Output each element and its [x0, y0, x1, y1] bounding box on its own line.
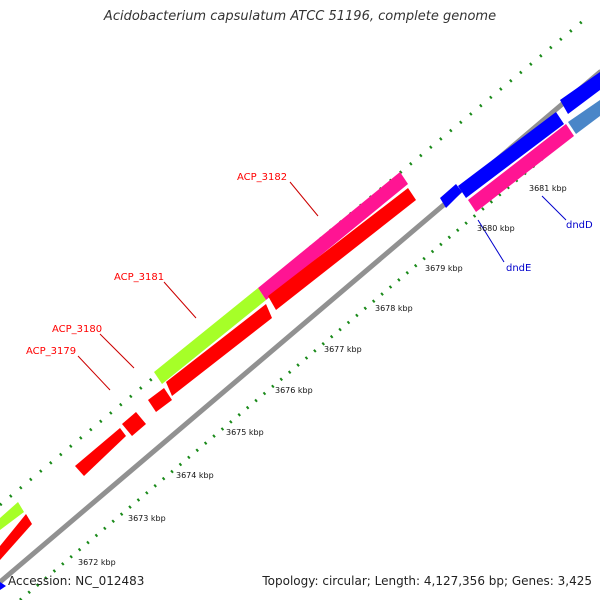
- leader-ACP_3182: [289, 181, 319, 217]
- tick-label: 3680 kbp: [477, 224, 515, 233]
- label-ACP_3182: ACP_3182: [237, 172, 287, 183]
- gene-red-mid[interactable]: [166, 304, 272, 396]
- label-dndD: dndD: [566, 220, 593, 231]
- genome-summary-text: Topology: circular; Length: 4,127,356 bp…: [262, 574, 592, 588]
- accession-text: Accession: NC_012483: [8, 574, 145, 588]
- label-ACP_3181: ACP_3181: [114, 272, 164, 283]
- tick-label: 3679 kbp: [425, 264, 463, 273]
- gene-dndD[interactable]: [568, 100, 600, 134]
- origin-marker: [0, 582, 6, 590]
- tick-label: 3672 kbp: [78, 558, 116, 567]
- gene-labels: ACP_3182 ACP_3181 ACP_3180 ACP_3179 dndE…: [26, 172, 593, 357]
- label-ACP_3179: ACP_3179: [26, 346, 76, 357]
- reverse-strand-track: [148, 188, 416, 412]
- dnd-cluster: [440, 72, 600, 212]
- label-ACP_3180: ACP_3180: [52, 324, 102, 335]
- gene-blue-short[interactable]: [440, 184, 462, 208]
- tick-label: 3678 kbp: [375, 304, 413, 313]
- leader-ACP_3181: [163, 281, 197, 319]
- tick-label: 3676 kbp: [275, 386, 313, 395]
- gene-ACP_3182[interactable]: [258, 172, 408, 300]
- gene-red-small[interactable]: [148, 388, 172, 412]
- tick-label: 3677 kbp: [324, 345, 362, 354]
- gene-blue-top[interactable]: [560, 72, 600, 114]
- label-leaders: [77, 181, 567, 391]
- leader-ACP_3179: [77, 355, 111, 391]
- gene-ACP_3180[interactable]: [122, 412, 146, 436]
- gene-left-partial-red[interactable]: [0, 514, 32, 560]
- tick-label: 3673 kbp: [128, 514, 166, 523]
- label-dndE: dndE: [506, 263, 531, 274]
- tick-label: 3674 kbp: [176, 471, 214, 480]
- gene-ACP_3179[interactable]: [75, 428, 126, 476]
- gene-blue-long[interactable]: [458, 112, 564, 198]
- forward-strand-track: [0, 172, 408, 560]
- leader-dndD: [541, 195, 567, 221]
- tick-label: 3675 kbp: [226, 428, 264, 437]
- leader-dndE: [477, 219, 505, 263]
- gene-ACP_3181[interactable]: [154, 288, 266, 384]
- page-title: Acidobacterium capsulatum ATCC 51196, co…: [103, 9, 497, 24]
- tick-label: 3681 kbp: [529, 184, 567, 193]
- inner-tick-ring: [19, 108, 600, 600]
- gene-ACP_3183[interactable]: [268, 188, 416, 310]
- leader-ACP_3180: [99, 333, 135, 369]
- gene-dndE[interactable]: [468, 124, 574, 212]
- gene-left-partial-green[interactable]: [0, 502, 24, 530]
- kbp-tick-labels: 3672 kbp 3673 kbp 3674 kbp 3675 kbp 3676…: [78, 184, 567, 567]
